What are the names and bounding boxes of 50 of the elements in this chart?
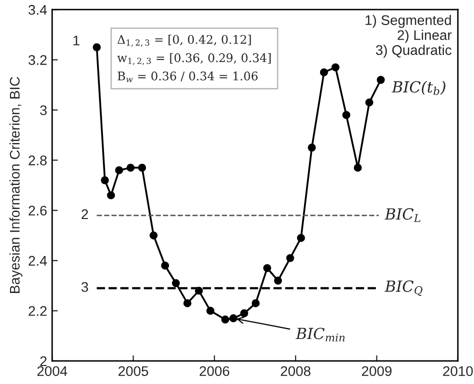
point — [115, 166, 124, 174]
y-tick-label: 2.8 — [28, 156, 47, 166]
point — [320, 68, 328, 76]
x-tick-label: 2008 — [280, 366, 310, 376]
point — [354, 164, 362, 172]
annotation: 2 — [82, 209, 88, 219]
point — [331, 63, 340, 72]
point — [106, 191, 115, 200]
x-tick-label: 2009 — [362, 366, 392, 376]
point — [240, 309, 248, 318]
point — [138, 164, 146, 172]
point — [274, 276, 282, 285]
x-tick-label: 2004 — [37, 366, 68, 376]
annotation: 3 — [81, 282, 88, 292]
annotation: BIC(t$_{b}$) — [392, 80, 446, 95]
y-tick-label: 3.2 — [28, 55, 47, 65]
point — [92, 43, 101, 52]
point — [183, 299, 192, 308]
point — [100, 176, 109, 184]
text: Δ$_{1,2,3}$ = [0, 0.42, 0.12] w$_{1,2,3}$ = [0.36, 0.29, 0.34] B$_{w}$ = 0.36 / 0.34 = 1.06 — [117, 34, 271, 82]
point — [229, 314, 238, 322]
point — [150, 231, 158, 240]
y-tick-label: 2.4 — [28, 256, 47, 266]
point — [252, 299, 260, 308]
x-tick-label: 2006 — [200, 366, 230, 376]
y-tick-label: 2.2 — [28, 306, 47, 316]
y-tick-label: 3 — [40, 105, 47, 116]
x-tick-label: 2010 — [443, 366, 473, 376]
point — [308, 144, 316, 152]
point — [342, 111, 350, 119]
point — [206, 306, 214, 315]
y-tick-label: 2.6 — [28, 206, 47, 216]
point — [263, 264, 272, 272]
y-tick-label: 3.4 — [28, 4, 47, 15]
ref-line-label: BIC$_{L}$ — [384, 208, 420, 222]
x-tick-label: 2005 — [118, 366, 148, 376]
point — [161, 262, 170, 270]
y-tick-label: 2 — [40, 356, 47, 366]
point — [286, 254, 294, 262]
point — [126, 164, 135, 172]
point — [297, 234, 305, 242]
point — [221, 316, 230, 324]
annotation: 1 — [73, 36, 80, 46]
point — [172, 279, 180, 288]
point — [365, 98, 374, 106]
annotation: 1) Segmented 2) Linear 3) Quadratic — [366, 14, 452, 58]
point — [376, 76, 385, 84]
annotation: BIC$_{min}$ — [296, 328, 345, 342]
y-axis-title: Bayesian Information Criterion, BIC — [9, 76, 22, 293]
ref-line-label: BIC$_{Q}$ — [384, 280, 422, 296]
